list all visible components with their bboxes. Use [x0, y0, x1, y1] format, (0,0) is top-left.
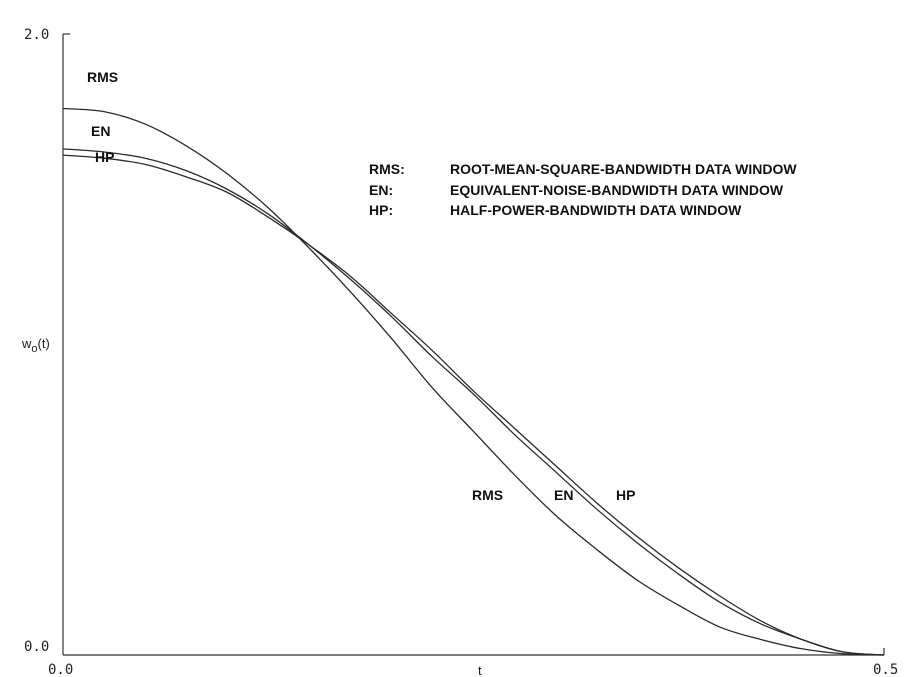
- series-line-hp: [62, 154, 885, 656]
- curve-label-en-middle: EN: [554, 487, 573, 503]
- legend-desc-rms: ROOT-MEAN-SQUARE-BANDWIDTH DATA WINDOW: [450, 161, 797, 177]
- legend-desc-en: EQUIVALENT-NOISE-BANDWIDTH DATA WINDOW: [450, 182, 784, 198]
- legend-desc-hp: HALF-POWER-BANDWIDTH DATA WINDOW: [450, 202, 742, 218]
- curve-label-rms-start: RMS: [87, 69, 118, 85]
- tick-labels: 2.0 0.0 0.0 0.5: [24, 27, 898, 677]
- legend-key-hp: HP:: [369, 202, 393, 218]
- curve-label-hp-middle: HP: [616, 487, 635, 503]
- axes: [62, 33, 885, 656]
- curve-label-rms-middle: RMS: [472, 487, 503, 503]
- series-layer: [62, 107, 885, 656]
- y-tick-label-top: 2.0: [24, 27, 49, 43]
- y-tick-label-bottom: 0.0: [24, 639, 49, 655]
- legend: RMS: ROOT-MEAN-SQUARE-BANDWIDTH DATA WIN…: [369, 161, 797, 218]
- series-line-en: [62, 148, 885, 656]
- curve-label-hp-start: HP: [95, 149, 114, 165]
- series-line-rms: [62, 107, 885, 656]
- legend-key-en: EN:: [369, 182, 393, 198]
- x-tick-label-right: 0.5: [873, 662, 898, 677]
- curve-label-en-start: EN: [91, 123, 110, 139]
- x-tick-label-left: 0.0: [48, 662, 73, 677]
- x-axis-label: t: [478, 663, 482, 677]
- legend-key-rms: RMS:: [369, 161, 405, 177]
- curve-label-layer: RMS EN HP RMS EN HP: [87, 69, 635, 503]
- y-axis-label: wo(t): [21, 336, 50, 355]
